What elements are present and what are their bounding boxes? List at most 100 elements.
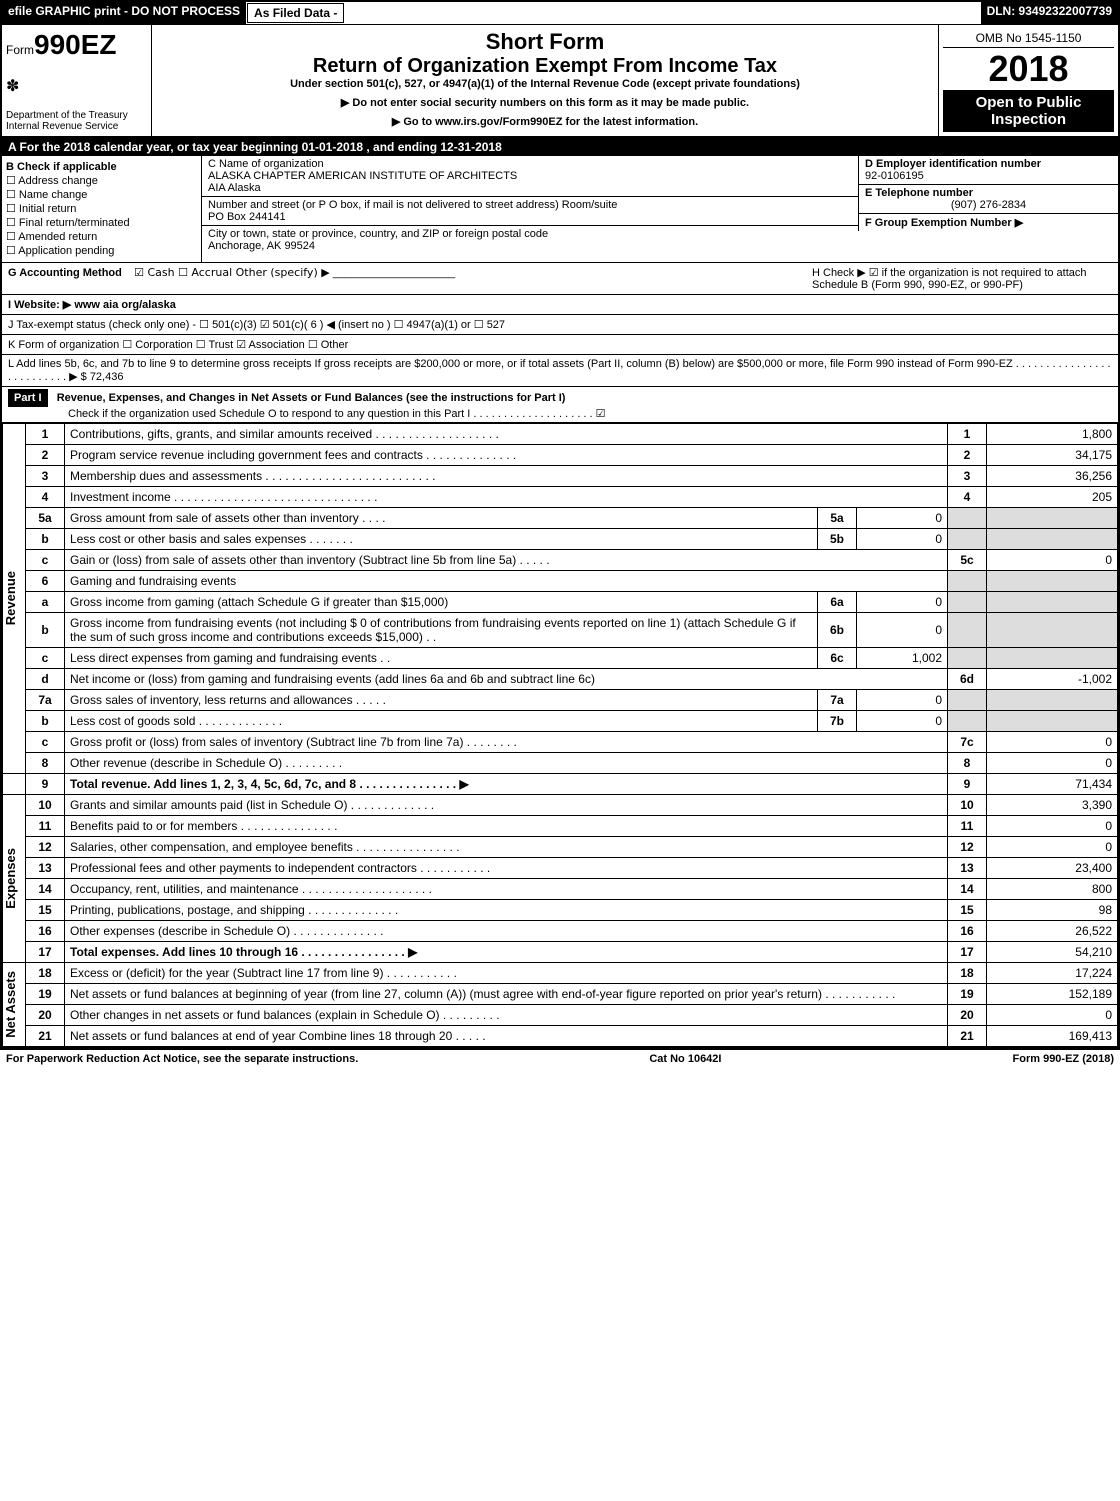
expenses-side: Expenses: [3, 795, 26, 963]
line-3-amt: 36,256: [987, 466, 1118, 487]
part-i-title: Revenue, Expenses, and Changes in Net As…: [57, 392, 566, 404]
line-7a-shade1: [948, 690, 987, 711]
omb-number: OMB No 1545-1150: [943, 29, 1114, 48]
line-13-num: 13: [26, 858, 65, 879]
h-check: H Check ▶ ☑ if the organization is not r…: [812, 266, 1112, 291]
line-3-r: 3: [948, 466, 987, 487]
line-3-desc: Membership dues and assessments . . . . …: [65, 466, 948, 487]
part-i-label: Part I: [8, 389, 48, 407]
line-10-amt: 3,390: [987, 795, 1118, 816]
line-6a-sub: 6a: [818, 592, 857, 613]
line-6a-desc: Gross income from gaming (attach Schedul…: [65, 592, 818, 613]
line-8-r: 8: [948, 753, 987, 774]
line-3-num: 3: [26, 466, 65, 487]
line-5b-num: b: [26, 529, 65, 550]
line-5b-shade2: [987, 529, 1118, 550]
tax-year: 2018: [943, 48, 1114, 90]
g-opts[interactable]: ☑ Cash ☐ Accrual Other (specify) ▶: [134, 266, 330, 279]
line-14-desc: Occupancy, rent, utilities, and maintena…: [65, 879, 948, 900]
line-2-amt: 34,175: [987, 445, 1118, 466]
line-10-r: 10: [948, 795, 987, 816]
line-6c-sub: 6c: [818, 648, 857, 669]
seal-icon: ✽: [6, 76, 147, 96]
line-7a-shade2: [987, 690, 1118, 711]
line-13-desc: Professional fees and other payments to …: [65, 858, 948, 879]
line-17-r: 17: [948, 942, 987, 963]
line-11-desc: Benefits paid to or for members . . . . …: [65, 816, 948, 837]
line-2-num: 2: [26, 445, 65, 466]
footer-left: For Paperwork Reduction Act Notice, see …: [6, 1053, 358, 1065]
line-4-amt: 205: [987, 487, 1118, 508]
line-10-num: 10: [26, 795, 65, 816]
part-i-header-row: Part I Revenue, Expenses, and Changes in…: [2, 387, 1118, 423]
netassets-side: Net Assets: [3, 963, 26, 1047]
c-city: Anchorage, AK 99524: [208, 240, 852, 252]
row-g: G Accounting Method ☑ Cash ☐ Accrual Oth…: [2, 263, 1118, 295]
d-tel-label: E Telephone number: [865, 187, 1112, 199]
line-19-r: 19: [948, 984, 987, 1005]
line-16-desc: Other expenses (describe in Schedule O) …: [65, 921, 948, 942]
line-8-num: 8: [26, 753, 65, 774]
line-5a-shade2: [987, 508, 1118, 529]
header-right: OMB No 1545-1150 2018 Open to Public Ins…: [938, 25, 1118, 136]
header-grid: Form 990EZ ✽ Department of the Treasury …: [2, 25, 1118, 138]
line-6-desc: Gaming and fundraising events: [65, 571, 948, 592]
form-label: Form: [6, 43, 34, 57]
line-6d-r: 6d: [948, 669, 987, 690]
line-6b-sub: 6b: [818, 613, 857, 648]
row-i-website: I Website: ▶ www aia org/alaska: [2, 295, 1118, 315]
line-18-num: 18: [26, 963, 65, 984]
b-item-0[interactable]: ☐ Address change: [6, 174, 197, 187]
arrow-line-1: ▶ Do not enter social security numbers o…: [156, 96, 934, 109]
line-6c-desc: Less direct expenses from gaming and fun…: [65, 648, 818, 669]
line-11-num: 11: [26, 816, 65, 837]
line-6b-subamt: 0: [857, 613, 948, 648]
line-7c-amt: 0: [987, 732, 1118, 753]
line-12-amt: 0: [987, 837, 1118, 858]
line-6d-amt: -1,002: [987, 669, 1118, 690]
dln-label: DLN: 93492322007739: [981, 2, 1118, 24]
line-7c-desc: Gross profit or (loss) from sales of inv…: [65, 732, 948, 753]
line-12-num: 12: [26, 837, 65, 858]
line-2-r: 2: [948, 445, 987, 466]
b-item-4[interactable]: ☐ Amended return: [6, 230, 197, 243]
row-a-calendar: A For the 2018 calendar year, or tax yea…: [2, 138, 1118, 156]
line-7b-shade1: [948, 711, 987, 732]
line-6-num: 6: [26, 571, 65, 592]
netassets-label: Net Assets: [3, 971, 18, 1038]
main-title: Return of Organization Exempt From Incom…: [156, 55, 934, 78]
b-item-3[interactable]: ☐ Final return/terminated: [6, 216, 197, 229]
line-17-amt: 54,210: [987, 942, 1118, 963]
b-item-2[interactable]: ☐ Initial return: [6, 202, 197, 215]
line-17-num: 17: [26, 942, 65, 963]
line-11-amt: 0: [987, 816, 1118, 837]
line-5c-amt: 0: [987, 550, 1118, 571]
open-to-public: Open to Public Inspection: [943, 90, 1114, 132]
line-18-amt: 17,224: [987, 963, 1118, 984]
line-21-amt: 169,413: [987, 1026, 1118, 1047]
bcd-grid: B Check if applicable ☐ Address change ☐…: [2, 156, 1118, 263]
line-9-num: 9: [26, 774, 65, 795]
line-4-num: 4: [26, 487, 65, 508]
line-7b-num: b: [26, 711, 65, 732]
line-6c-shade1: [948, 648, 987, 669]
form-number: 990EZ: [34, 29, 117, 61]
line-6a-num: a: [26, 592, 65, 613]
line-6c-num: c: [26, 648, 65, 669]
line-7c-r: 7c: [948, 732, 987, 753]
section-c: C Name of organization ALASKA CHAPTER AM…: [202, 156, 858, 262]
row-k-org-form: K Form of organization ☐ Corporation ☐ T…: [2, 335, 1118, 355]
line-6b-shade1: [948, 613, 987, 648]
line-16-r: 16: [948, 921, 987, 942]
asfiled-label: As Filed Data -: [247, 3, 344, 23]
b-item-1[interactable]: ☐ Name change: [6, 188, 197, 201]
b-item-5[interactable]: ☐ Application pending: [6, 244, 197, 257]
efile-label: efile GRAPHIC print - DO NOT PROCESS: [2, 2, 246, 24]
d-ein-label: D Employer identification number: [865, 158, 1112, 170]
line-7a-sub: 7a: [818, 690, 857, 711]
form-container: efile GRAPHIC print - DO NOT PROCESS As …: [0, 0, 1120, 1049]
line-6b-num: b: [26, 613, 65, 648]
line-21-num: 21: [26, 1026, 65, 1047]
line-5a-subamt: 0: [857, 508, 948, 529]
line-10-desc: Grants and similar amounts paid (list in…: [65, 795, 948, 816]
